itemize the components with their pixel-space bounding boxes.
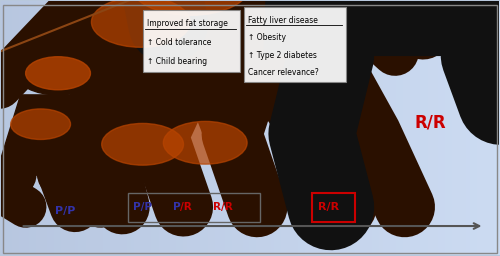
Text: Fatty liver disease: Fatty liver disease — [248, 16, 318, 25]
Text: Improved fat storage: Improved fat storage — [147, 19, 228, 28]
Polygon shape — [80, 0, 208, 98]
Circle shape — [92, 0, 190, 47]
Circle shape — [10, 109, 70, 140]
Circle shape — [102, 123, 184, 165]
Text: P: P — [172, 202, 180, 212]
Text: R/R: R/R — [414, 114, 446, 132]
Bar — [128, 193, 260, 222]
Text: P/P: P/P — [56, 206, 76, 216]
Text: ↑ Type 2 diabetes: ↑ Type 2 diabetes — [248, 51, 316, 60]
Text: R/R: R/R — [318, 202, 340, 212]
Polygon shape — [0, 95, 90, 175]
Bar — [143, 10, 240, 72]
Text: ↑ Obesity: ↑ Obesity — [248, 33, 286, 42]
Text: /R: /R — [180, 202, 192, 212]
Polygon shape — [124, 0, 249, 81]
Circle shape — [26, 57, 90, 90]
Text: Cancer relevance?: Cancer relevance? — [248, 68, 318, 77]
Polygon shape — [171, 0, 294, 65]
Bar — [312, 193, 354, 222]
Circle shape — [130, 0, 251, 15]
Bar — [244, 7, 346, 82]
Circle shape — [226, 0, 500, 36]
Circle shape — [164, 121, 247, 164]
Polygon shape — [234, 0, 360, 61]
Text: ↑ Cold tolerance: ↑ Cold tolerance — [147, 38, 211, 47]
Text: ↑ Child bearing: ↑ Child bearing — [147, 57, 207, 66]
Circle shape — [16, 52, 100, 95]
Text: P/P: P/P — [134, 202, 152, 212]
Text: R/R: R/R — [212, 202, 233, 212]
Polygon shape — [264, 0, 500, 55]
